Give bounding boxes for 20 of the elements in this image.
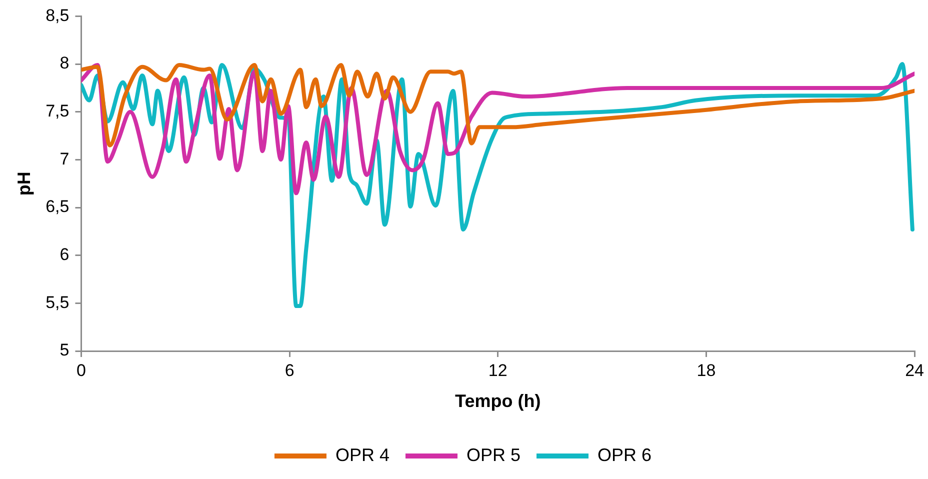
y-tick-label: 5 bbox=[60, 340, 70, 360]
y-tick-label: 8 bbox=[60, 54, 70, 73]
y-tick-label: 7 bbox=[60, 149, 70, 168]
y-tick-label: 8,5 bbox=[46, 6, 70, 25]
x-tick-label: 6 bbox=[284, 360, 294, 380]
legend-label: OPR 5 bbox=[466, 444, 521, 465]
x-tick-label: 18 bbox=[696, 360, 716, 380]
legend-label: OPR 4 bbox=[335, 444, 390, 465]
y-tick-label: 7,5 bbox=[46, 102, 70, 121]
line-series bbox=[81, 62, 915, 148]
x-tick-label: 0 bbox=[76, 360, 86, 380]
line-series bbox=[81, 62, 915, 196]
legend-label: OPR 6 bbox=[598, 444, 652, 465]
x-axis-title: Tempo (h) bbox=[455, 391, 541, 412]
y-tick-label: 6,5 bbox=[46, 197, 70, 216]
x-tick-label: 24 bbox=[905, 360, 924, 380]
y-tick-label: 5,5 bbox=[46, 292, 70, 312]
x-tick-label: 12 bbox=[488, 360, 508, 380]
y-axis-title: pH bbox=[14, 172, 34, 196]
y-tick-label: 6 bbox=[60, 245, 70, 264]
